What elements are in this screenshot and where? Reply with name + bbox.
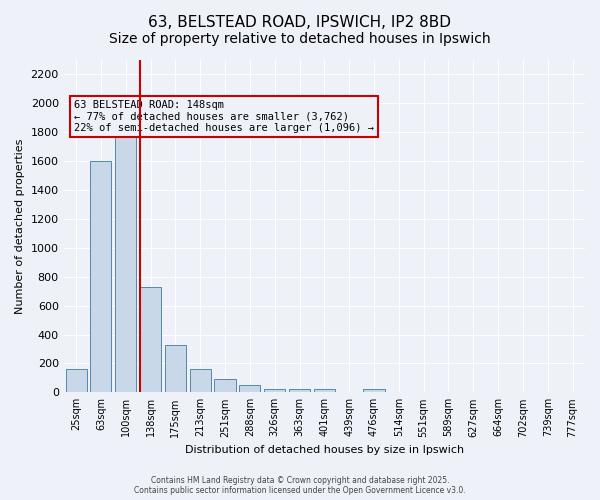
Bar [65,369,86,392]
Text: 63, BELSTEAD ROAD, IPSWICH, IP2 8BD: 63, BELSTEAD ROAD, IPSWICH, IP2 8BD [149,15,452,30]
Text: Contains HM Land Registry data © Crown copyright and database right 2025.
Contai: Contains HM Land Registry data © Crown c… [134,476,466,495]
Bar [239,385,260,392]
Text: Size of property relative to detached houses in Ipswich: Size of property relative to detached ho… [109,32,491,46]
Bar [264,388,285,392]
Y-axis label: Number of detached properties: Number of detached properties [15,138,25,314]
Bar [214,380,236,392]
Text: 63 BELSTEAD ROAD: 148sqm
← 77% of detached houses are smaller (3,762)
22% of sem: 63 BELSTEAD ROAD: 148sqm ← 77% of detach… [74,100,374,133]
Bar [140,287,161,393]
Bar [190,369,211,392]
Bar [165,344,186,393]
Bar [364,390,385,392]
Bar [91,161,112,392]
Bar [314,390,335,392]
X-axis label: Distribution of detached houses by size in Ipswich: Distribution of detached houses by size … [185,445,464,455]
Bar [289,390,310,392]
Bar [115,132,136,392]
